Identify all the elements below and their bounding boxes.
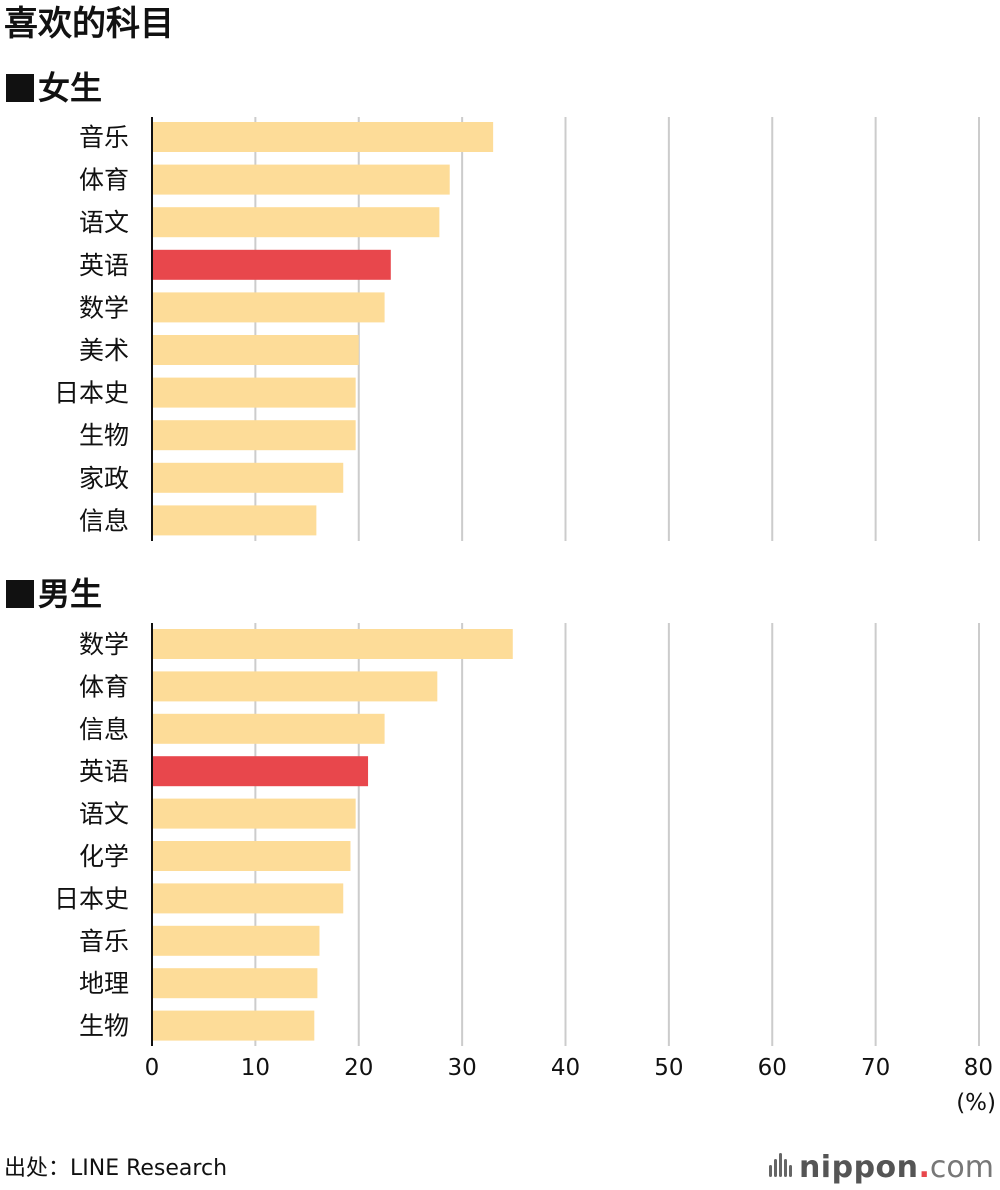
x-tick-label: 50 [654,1055,683,1081]
logo-dot: . [918,1149,930,1185]
x-tick-label: 10 [241,1055,270,1081]
bar-male [152,841,351,871]
category-label-female: 家政 [79,464,129,493]
bar-male [152,629,513,659]
bar-female [152,164,450,195]
x-tick-label: 20 [344,1055,373,1081]
logo-tld: com [929,1149,994,1185]
section-title-female: 女生 [6,68,102,108]
category-label-female: 音乐 [79,123,129,152]
square-bullet-icon [6,580,34,608]
category-label-male: 地理 [79,969,129,998]
bar-female [152,122,494,152]
bar-male [152,1010,315,1041]
x-tick-label: 70 [861,1055,890,1081]
x-tick-label: 40 [551,1055,580,1081]
bar-female [152,207,440,238]
bar-male [152,713,385,744]
x-tick-label: 0 [145,1055,160,1081]
category-label-male: 日本史 [54,884,129,913]
category-label-male: 数学 [79,630,129,659]
section-title-male: 男生 [6,574,102,614]
chart-title: 喜欢的科目 [4,4,174,44]
bar-male [152,925,320,956]
section-title-male-text: 男生 [38,575,103,613]
category-label-male: 信息 [79,715,129,744]
square-bullet-icon [6,74,34,102]
section-title-female-text: 女生 [38,69,103,107]
bar-female [152,377,356,408]
category-label-female: 体育 [79,166,129,195]
category-label-female: 美术 [79,336,129,365]
bar-male [152,798,356,829]
category-label-female: 日本史 [54,379,129,408]
category-label-female: 语文 [79,208,129,237]
category-label-female: 英语 [79,251,129,280]
bar-male [152,671,438,702]
nippon-logo: nippon. com [768,1149,994,1185]
category-label-male: 体育 [79,672,129,701]
category-label-male: 音乐 [79,927,129,956]
bar-female [152,420,356,451]
category-label-female: 数学 [79,293,129,322]
x-tick-label: 80 [964,1055,993,1081]
x-tick-label: 30 [447,1055,476,1081]
axis-unit-label: (%) [956,1090,996,1116]
bar-female [152,505,317,536]
bar-male [152,968,318,999]
bar-male [152,883,344,914]
category-label-male: 语文 [79,800,129,829]
category-label-male: 生物 [79,1012,129,1041]
category-label-male: 化学 [79,842,129,871]
category-label-male: 英语 [79,757,129,786]
bar-male [152,756,369,787]
x-tick-label: 60 [758,1055,787,1081]
category-label-female: 信息 [79,506,129,535]
bar-female [152,335,359,365]
bar-female [152,292,385,323]
bar-female [152,249,391,280]
logo-name: nippon [798,1149,919,1185]
source-note: 出处：LINE Research [4,1156,228,1181]
nippon-logo-icon [768,1153,793,1181]
bar-female [152,462,344,493]
category-label-female: 生物 [79,421,129,450]
